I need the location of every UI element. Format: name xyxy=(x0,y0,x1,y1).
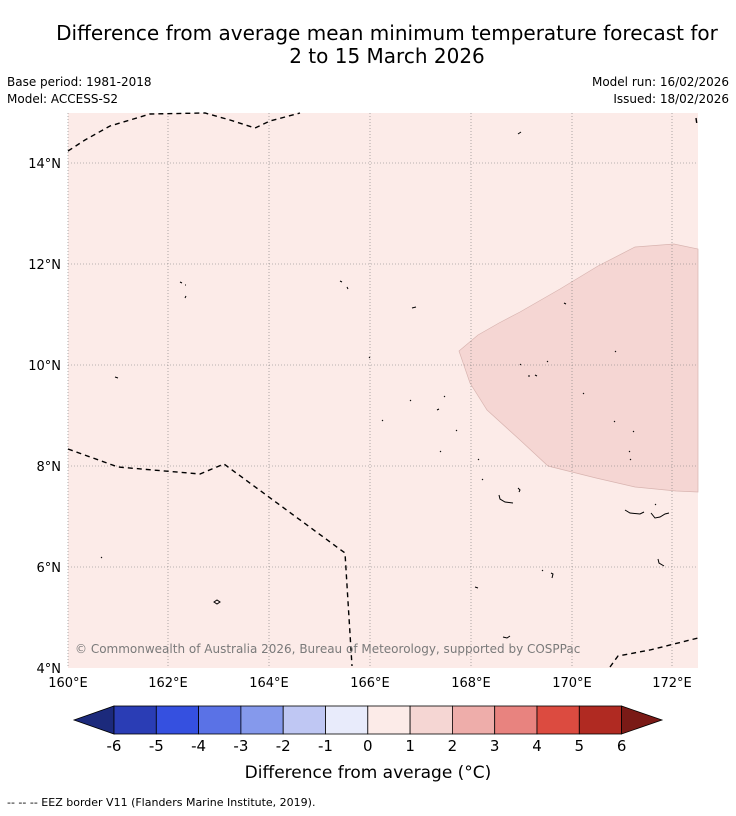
colorbar-bin xyxy=(113,705,157,735)
title-line-1: Difference from average mean minimum tem… xyxy=(56,21,718,45)
lat-label: 10°N xyxy=(28,359,61,374)
colorbar-bin xyxy=(367,705,411,735)
lon-label: 172°E xyxy=(652,676,692,691)
footnote: -- -- -- EEZ border V11 (Flanders Marine… xyxy=(7,796,316,809)
lon-label: 168°E xyxy=(451,676,491,691)
gridlines xyxy=(67,113,698,668)
colorbar-bin xyxy=(282,705,326,735)
lon-label: 160°E xyxy=(48,676,88,691)
colorbar-tick: 5 xyxy=(575,737,585,755)
lat-label: 12°N xyxy=(28,258,61,273)
colorbar-tick: 1 xyxy=(405,737,415,755)
colorbar-bin xyxy=(325,705,369,735)
colorbar-tick: -5 xyxy=(149,737,164,755)
colorbar-bin xyxy=(198,705,242,735)
meta-right: Model run: 16/02/2026 Issued: 18/02/2026 xyxy=(592,74,729,108)
colorbar-tick: -4 xyxy=(191,737,206,755)
lat-label: 6°N xyxy=(37,561,62,576)
colorbar-tick: 3 xyxy=(490,737,500,755)
colorbar xyxy=(72,705,664,735)
lon-label: 162°E xyxy=(148,676,188,691)
lat-label: 8°N xyxy=(37,460,62,475)
colorbar-ticks: -6 -5 -4 -3 -2 -1 0 1 2 3 4 5 6 xyxy=(107,737,627,755)
colorbar-tick: 0 xyxy=(363,737,373,755)
meta-left: Base period: 1981-2018 Model: ACCESS-S2 xyxy=(7,74,152,108)
lon-label: 164°E xyxy=(249,676,289,691)
model-run: Model run: 16/02/2026 xyxy=(591,75,729,89)
anomaly-region-1-2 xyxy=(458,243,699,493)
colorbar-bin xyxy=(451,705,496,735)
colorbar-title: Difference from average (°C) xyxy=(244,763,492,783)
copyright-text: © Commonwealth of Australia 2026, Bureau… xyxy=(75,642,580,656)
lat-label: 4°N xyxy=(37,662,62,677)
colorbar-tick: 2 xyxy=(448,737,458,755)
colorbar-bin xyxy=(494,705,538,735)
colorbar-tick: 4 xyxy=(532,737,542,755)
lon-axis: 160°E 162°E 164°E 166°E 168°E 170°E 172°… xyxy=(48,676,692,691)
colorbar-min-arrow xyxy=(72,705,115,735)
colorbar-bin xyxy=(536,705,580,735)
colorbar-tick: -6 xyxy=(107,737,122,755)
base-period: Base period: 1981-2018 xyxy=(7,75,152,89)
lat-axis: 14°N 12°N 10°N 8°N 6°N 4°N xyxy=(28,157,61,677)
colorbar-tick: 6 xyxy=(617,737,627,755)
colorbar-tick: -1 xyxy=(318,737,333,755)
eez-borders xyxy=(67,112,699,668)
colorbar-tick: -3 xyxy=(233,737,248,755)
issued-date: Issued: 18/02/2026 xyxy=(613,92,729,106)
map-title: Difference from average mean minimum tem… xyxy=(0,22,736,68)
lon-label: 166°E xyxy=(350,676,390,691)
colorbar-max-arrow xyxy=(621,705,664,735)
model-name: Model: ACCESS-S2 xyxy=(7,92,119,106)
islands xyxy=(100,131,670,639)
colorbar-tick: -2 xyxy=(276,737,291,755)
colorbar-bin xyxy=(155,705,200,735)
title-line-2: 2 to 15 March 2026 xyxy=(289,44,485,68)
lon-label: 170°E xyxy=(552,676,592,691)
colorbar-bin xyxy=(240,705,284,735)
colorbar-bin xyxy=(578,705,622,735)
lat-label: 14°N xyxy=(28,157,61,172)
colorbar-bin xyxy=(409,705,453,735)
